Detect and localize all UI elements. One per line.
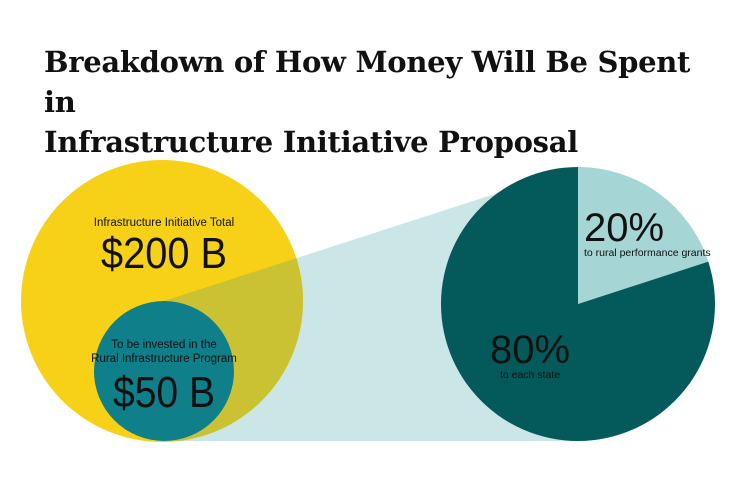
- subset-label-line-2: Rural Infrastructure Program: [91, 353, 237, 365]
- slice-label-rural-performance-grants: to rural performance grants: [584, 247, 711, 259]
- subset-label-line-1: To be invested in the: [111, 339, 217, 351]
- chart-title-line-1: Breakdown of How Money Will Be Spent in: [44, 45, 691, 119]
- overlap-region: [164, 167, 303, 441]
- chart-title-line-2: Infrastructure Initiative Proposal: [44, 125, 578, 159]
- pie-slice-to-each-state: [441, 167, 716, 442]
- slice-value-rural-performance-grants: 20%: [584, 206, 664, 250]
- slice-label-each-state: to each state: [500, 369, 560, 381]
- subset-value: $50 B: [113, 368, 215, 417]
- slice-value-each-state: 80%: [490, 328, 570, 372]
- subset-circle: [94, 301, 234, 441]
- pie-slice-to-rural-performance-grants: [578, 167, 709, 304]
- chart-title: Breakdown of How Money Will Be Spent in …: [44, 42, 724, 162]
- total-value: $200 B: [101, 229, 227, 278]
- total-label: Infrastructure Initiative Total: [94, 217, 234, 229]
- pie-chart: [441, 167, 716, 442]
